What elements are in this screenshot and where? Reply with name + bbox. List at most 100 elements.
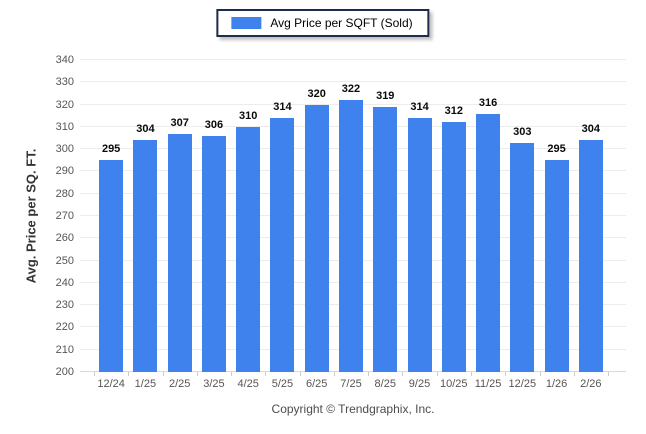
x-tick-label: 6/25 xyxy=(306,378,328,390)
bar xyxy=(133,140,158,372)
legend-label: Avg Price per SQFT (Sold) xyxy=(270,16,413,30)
bar xyxy=(167,133,192,372)
y-tick-label: 260 xyxy=(55,232,74,245)
x-axis-tick-mark xyxy=(265,372,267,376)
x-tick-label: 5/25 xyxy=(271,378,294,390)
bar xyxy=(373,106,398,372)
bar xyxy=(304,104,329,372)
bar xyxy=(99,160,124,372)
bar-group: 307 2/25 xyxy=(163,60,197,390)
x-axis-tick-mark xyxy=(608,372,609,376)
x-axis-tick-mark xyxy=(299,372,301,376)
bar-group: 314 5/25 xyxy=(265,60,299,390)
y-tick-label: 240 xyxy=(55,276,74,289)
bar xyxy=(544,160,569,372)
y-tick-label: 320 xyxy=(55,98,74,111)
bar xyxy=(201,135,226,372)
x-axis-tick-mark xyxy=(539,372,541,376)
bar-value-label: 312 xyxy=(444,105,463,118)
copyright-text: Copyright © Trendgraphix, Inc. xyxy=(271,402,435,416)
bar-group: 310 4/25 xyxy=(231,60,265,390)
bar-group: 316 11/25 xyxy=(471,60,505,391)
bars-row: 295 12/24 304 1/25 307 2/25 306 3/25 310 4/25 314 5… xyxy=(94,60,608,391)
x-axis-tick-mark xyxy=(94,372,95,376)
x-tick-label: 4/25 xyxy=(237,378,259,390)
bar-value-label: 314 xyxy=(273,100,292,113)
x-tick-label: 12/24 xyxy=(97,378,125,390)
bar-value-label: 306 xyxy=(204,118,224,131)
bar-value-label: 295 xyxy=(101,143,121,156)
y-tick-label: 340 xyxy=(55,54,74,66)
y-axis-title: Avg. Price per SQ. FT. xyxy=(23,148,39,284)
x-axis-tick-mark xyxy=(196,372,198,376)
bar xyxy=(236,126,261,372)
bar-value-label: 314 xyxy=(410,100,429,113)
y-tick-label: 200 xyxy=(55,366,74,378)
x-axis-tick-mark xyxy=(573,372,575,376)
x-tick-label: 1/26 xyxy=(545,378,568,390)
gridline xyxy=(80,81,626,83)
x-tick-label: 2/25 xyxy=(168,378,191,390)
x-axis-tick-mark xyxy=(368,372,370,376)
x-axis-tick-mark xyxy=(436,372,438,376)
bar-value-label: 310 xyxy=(239,109,258,122)
x-tick-label: 7/25 xyxy=(340,378,362,390)
x-tick-label: 1/25 xyxy=(134,378,157,390)
y-tick-label: 250 xyxy=(55,254,74,267)
bar-value-label: 295 xyxy=(547,143,566,156)
bar-group: 306 3/25 xyxy=(197,60,231,390)
bar-group: 319 8/25 xyxy=(368,60,402,390)
y-tick-label: 210 xyxy=(55,343,74,356)
bar-value-label: 320 xyxy=(307,87,326,100)
legend-swatch xyxy=(231,17,262,29)
bar-group: 322 7/25 xyxy=(334,60,368,390)
y-tick-label: 300 xyxy=(55,143,74,156)
bar-value-label: 316 xyxy=(478,96,498,109)
bar xyxy=(476,113,501,372)
y-tick-label: 230 xyxy=(55,299,74,312)
bar-group: 304 1/25 xyxy=(128,60,162,390)
x-tick-label: 10/25 xyxy=(440,378,468,390)
bar xyxy=(270,117,295,372)
y-tick-label: 280 xyxy=(55,187,74,200)
x-tick-label: 12/25 xyxy=(508,378,537,390)
y-tick-label: 220 xyxy=(55,321,74,334)
bar-group: 295 12/24 xyxy=(94,60,128,390)
bar xyxy=(407,117,432,372)
x-axis-tick-mark xyxy=(505,372,507,376)
plot-area: 200 210 220 230 240 250 260 270 280 290 300 310 320 3… xyxy=(56,54,626,391)
bar-value-label: 319 xyxy=(376,89,395,102)
x-axis-tick-mark xyxy=(333,372,335,376)
bar xyxy=(578,140,603,372)
bar-value-label: 304 xyxy=(581,123,601,136)
bar xyxy=(338,100,363,372)
bar-value-label: 322 xyxy=(341,83,361,96)
bar-group: 295 1/26 xyxy=(539,60,573,390)
x-axis-tick-mark xyxy=(162,372,164,376)
x-tick-label: 2/26 xyxy=(580,378,602,390)
bar-group: 304 2/26 xyxy=(574,60,608,390)
legend: Avg Price per SQFT (Sold) xyxy=(216,9,430,37)
bar-group: 303 12/25 xyxy=(505,60,539,391)
y-tick-label: 310 xyxy=(55,120,74,133)
bar-group: 312 10/25 xyxy=(437,60,471,390)
x-tick-label: 11/25 xyxy=(474,378,502,390)
gridline xyxy=(80,59,626,60)
y-tick-label: 290 xyxy=(55,165,74,178)
x-axis-tick-mark xyxy=(470,372,472,376)
bar-value-label: 307 xyxy=(170,116,189,129)
y-tick-label: 330 xyxy=(55,76,74,89)
bar-value-label: 304 xyxy=(136,123,155,136)
bar-group: 314 9/25 xyxy=(402,60,436,390)
bar-value-label: 303 xyxy=(513,125,532,138)
bar xyxy=(510,142,535,372)
x-axis-tick-mark xyxy=(231,372,233,376)
x-tick-label: 3/25 xyxy=(203,378,225,390)
x-axis-tick-mark xyxy=(128,372,130,376)
bar-group: 320 6/25 xyxy=(300,60,334,390)
x-tick-label: 9/25 xyxy=(408,378,431,390)
x-axis-tick-mark xyxy=(402,372,404,376)
bar xyxy=(441,122,466,372)
y-tick-label: 270 xyxy=(55,210,74,222)
